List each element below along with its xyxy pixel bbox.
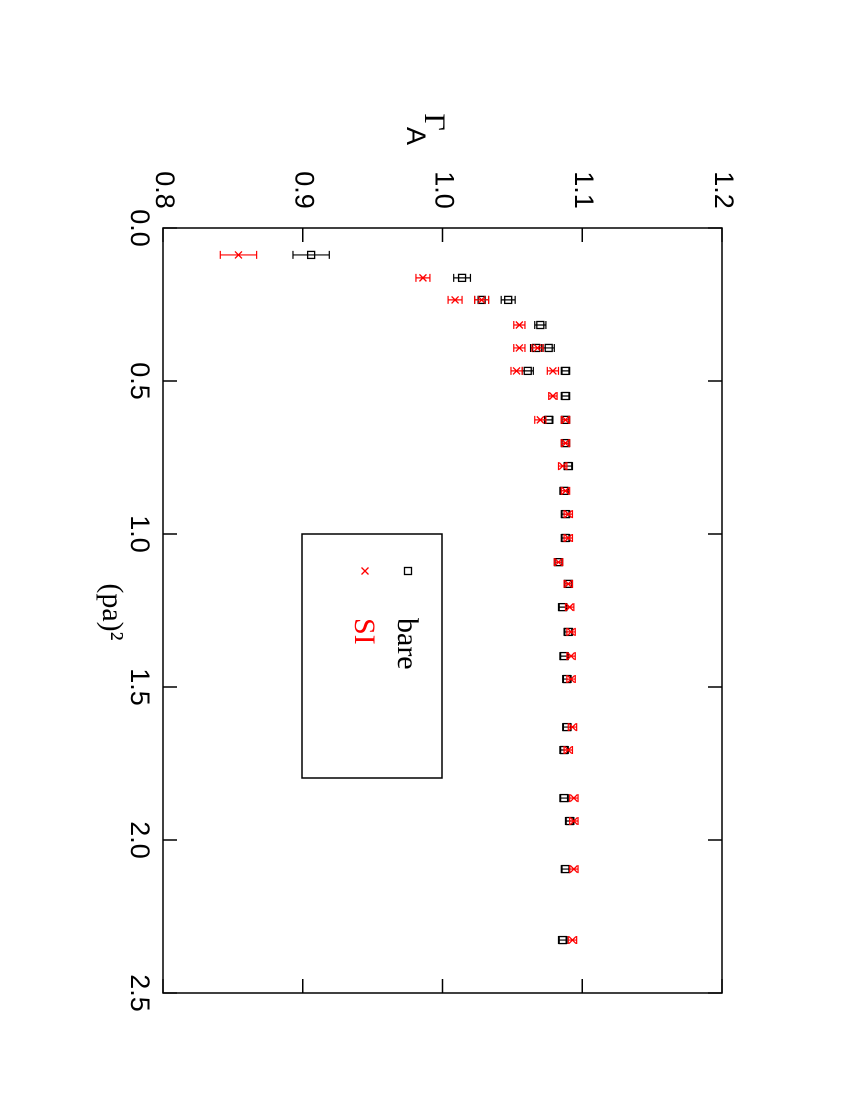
point (457, 273, 467, 283)
point (504, 295, 513, 305)
point (567, 652, 576, 661)
point (568, 723, 577, 732)
point (561, 366, 570, 376)
point (477, 295, 486, 304)
error-bar (559, 794, 569, 803)
point (561, 391, 570, 401)
point (533, 343, 542, 352)
point (567, 627, 576, 636)
y-tick-label: 0.8 (150, 171, 180, 209)
legend-marker (403, 566, 413, 576)
error-bar (292, 250, 330, 259)
point (561, 486, 570, 495)
point (418, 273, 427, 282)
point (536, 415, 545, 424)
point (554, 558, 563, 567)
y-tick-label: 0.9 (290, 171, 320, 209)
x-tick-label: 0.0 (125, 209, 155, 247)
point (536, 320, 545, 330)
legend-label: SI (348, 618, 381, 645)
point (564, 746, 573, 754)
x-tick-label: 1.0 (125, 515, 155, 553)
x-tick-label: 0.5 (125, 362, 155, 400)
y-tick-label: 1.2 (709, 171, 739, 209)
legend-label: bare (391, 618, 424, 670)
x-tick-label: 2.0 (125, 821, 155, 859)
point (564, 579, 573, 588)
point (568, 936, 577, 945)
x-tick-label: 2.5 (125, 974, 155, 1012)
point (569, 794, 578, 803)
point (561, 415, 570, 424)
error-bar (453, 273, 472, 282)
x-tick-label: 1.5 (125, 668, 155, 706)
y-axis-label: Γ (418, 113, 451, 130)
point (564, 510, 573, 519)
y-tick-label: 1.0 (429, 171, 459, 209)
point (561, 864, 570, 874)
point (559, 793, 569, 803)
point (451, 295, 460, 304)
point (515, 343, 524, 352)
y-tick-label: 1.1 (569, 171, 599, 209)
point (544, 343, 553, 353)
x-axis-label: (pa)² (96, 583, 129, 640)
point (548, 366, 557, 375)
point (567, 675, 576, 684)
y-axis-label-sub: A (401, 127, 431, 145)
point (548, 392, 557, 400)
point (569, 865, 578, 874)
point (564, 534, 573, 542)
point (565, 603, 574, 612)
point (234, 250, 243, 259)
legend-marker (361, 567, 369, 575)
point (523, 366, 532, 376)
point (512, 366, 521, 375)
error-bar (500, 295, 516, 304)
point (569, 817, 578, 825)
legend-box (301, 533, 443, 779)
point (561, 439, 570, 448)
error-bar (557, 936, 568, 945)
point (558, 935, 567, 945)
point (515, 321, 524, 329)
point (306, 250, 316, 260)
error-bar (560, 391, 571, 400)
error-bar (560, 366, 571, 375)
point (558, 462, 567, 471)
